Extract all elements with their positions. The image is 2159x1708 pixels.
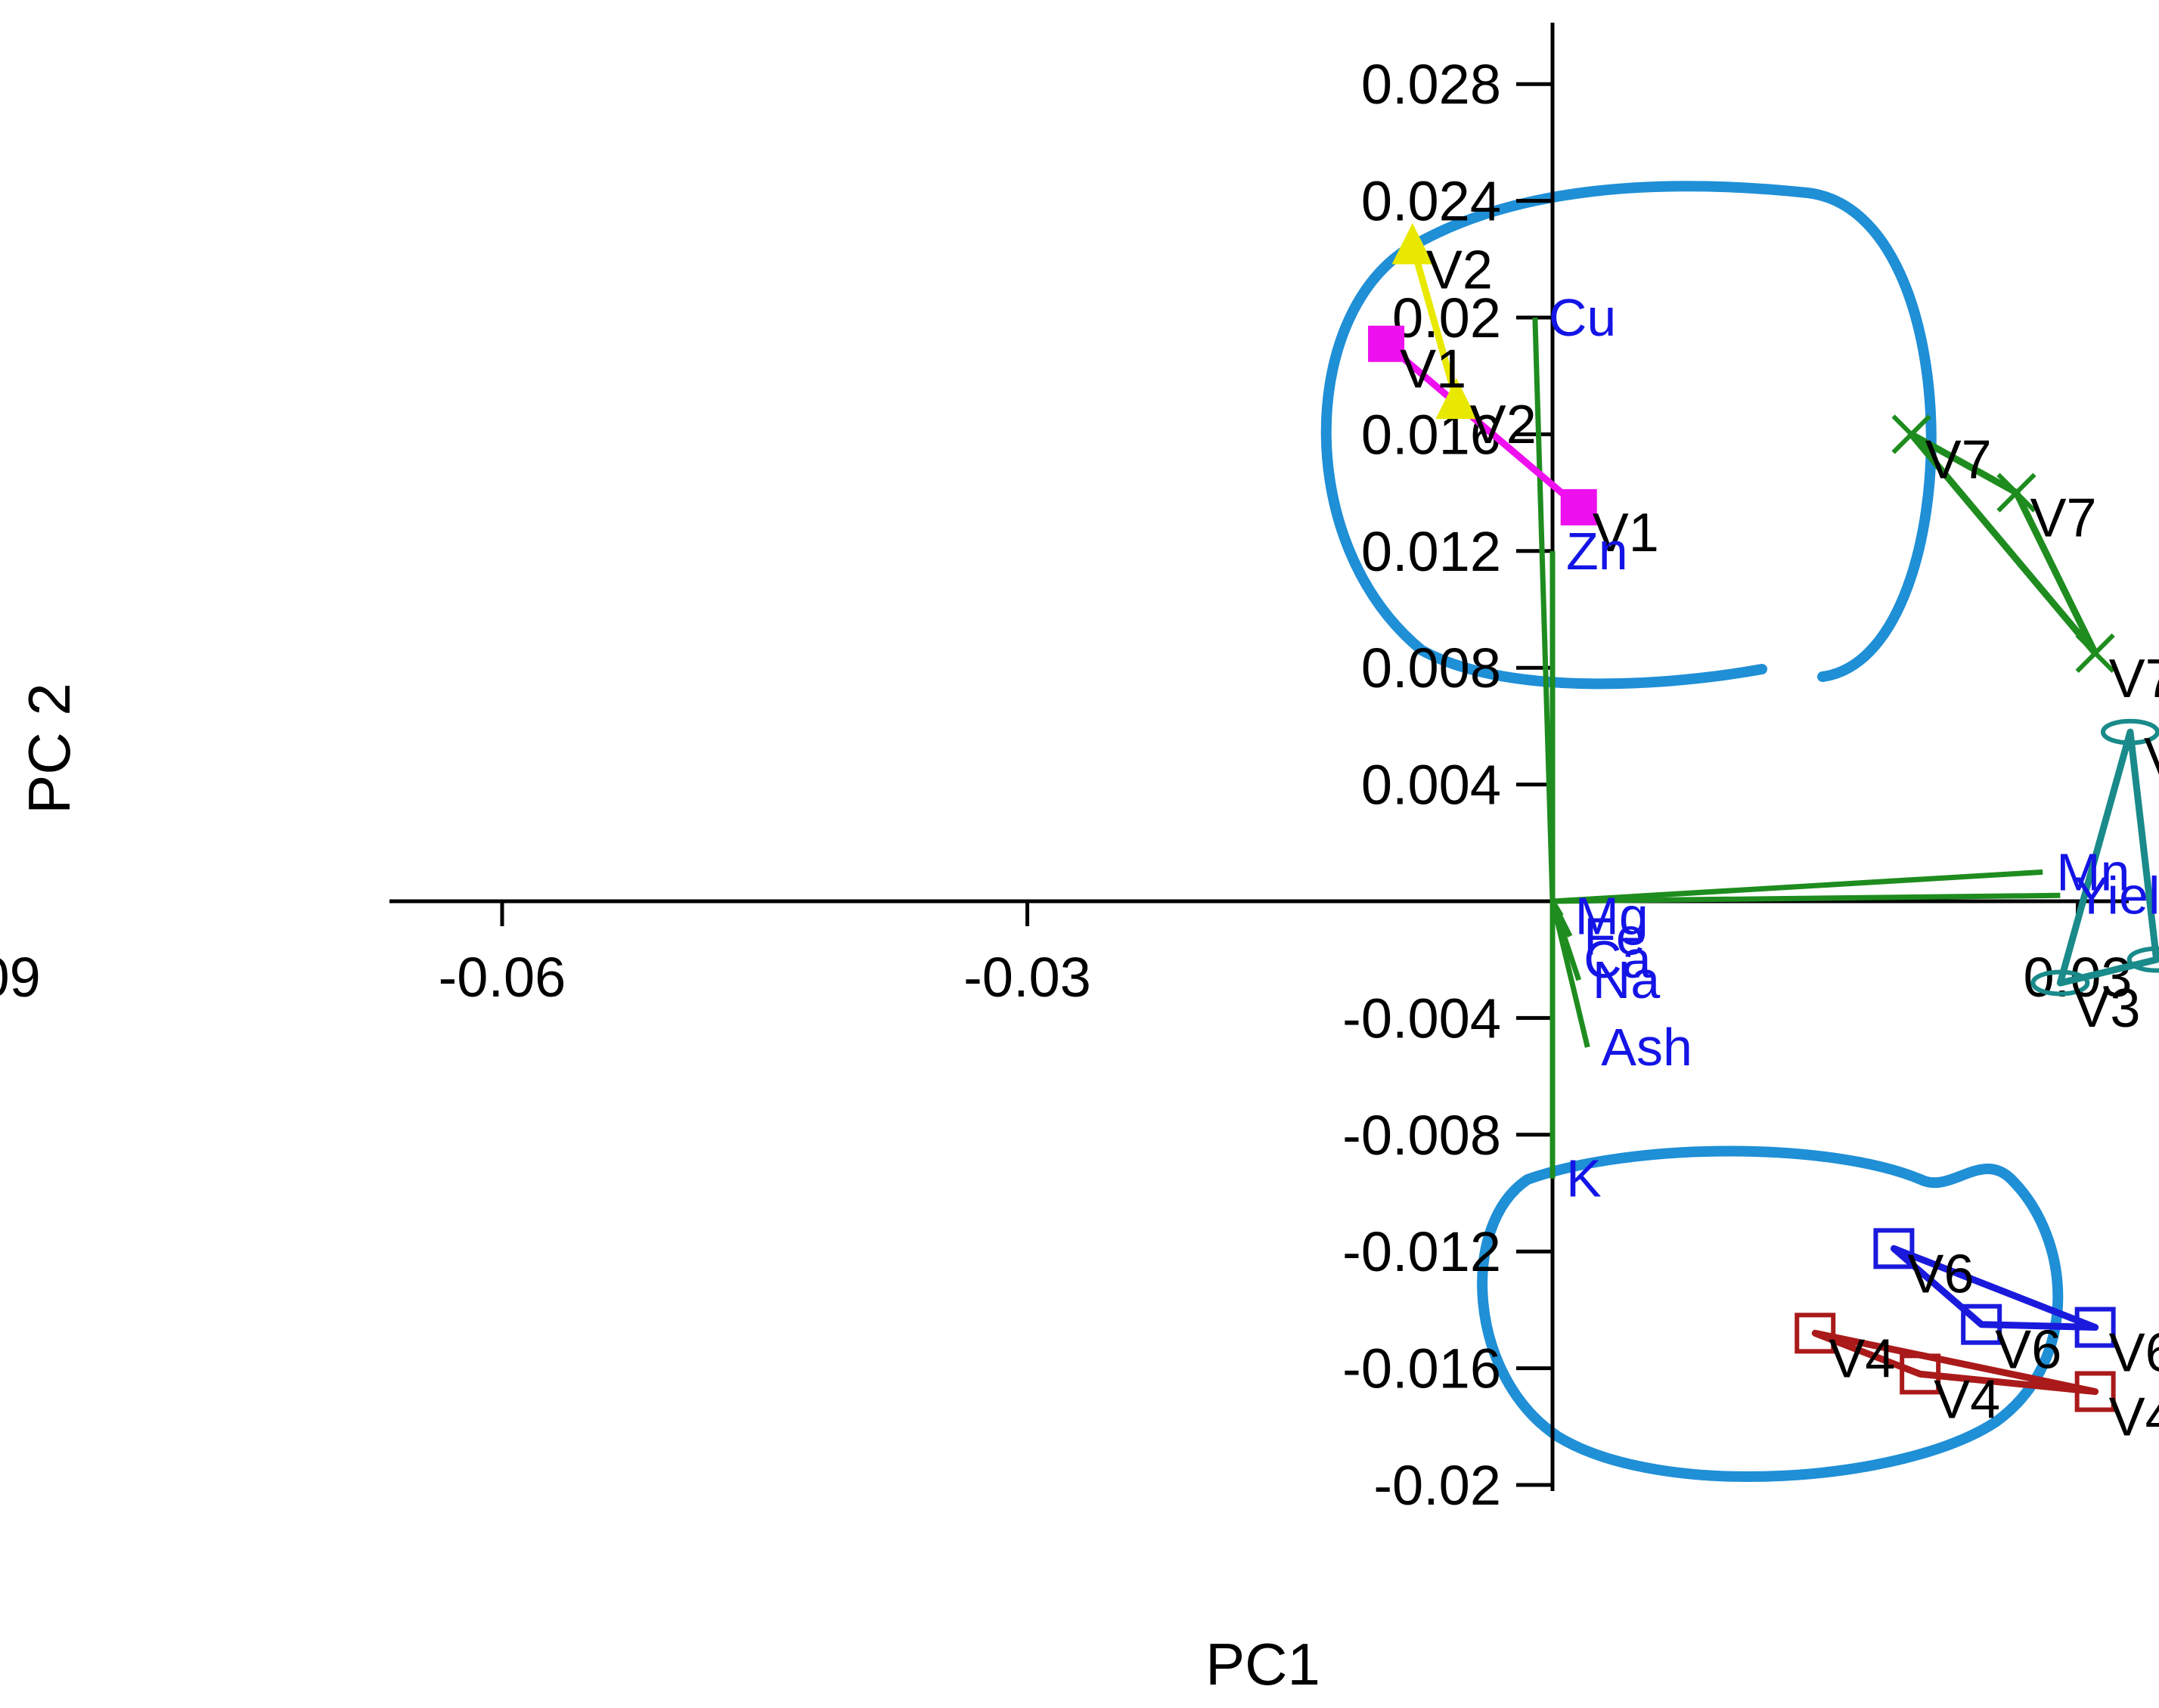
annotation-layer — [1320, 181, 2064, 1482]
y-tick-label: -0.016 — [1342, 1338, 1501, 1400]
variable-label-k: K — [1566, 1149, 1602, 1208]
x-axis-title: PC1 — [1205, 1631, 1320, 1697]
point-label-v6: V6 — [1995, 1320, 2061, 1381]
x-tick-label: -0.09 — [0, 946, 41, 1009]
marker-v4 — [1900, 1353, 1941, 1395]
marker-v7 — [1891, 414, 1931, 454]
y-tick-label: -0.02 — [1373, 1454, 1501, 1517]
y-tick-label: -0.004 — [1342, 987, 1501, 1049]
y-ticks-layer: 0.028 0.024 0.02 0.016 0.012 0.008 0.004 -0.004… — [1342, 53, 1553, 1517]
point-label-v7: V7 — [1925, 429, 1992, 490]
variable-label-cu: Cu — [1549, 288, 1616, 347]
y-axis-title: PC 2 — [16, 683, 82, 814]
loading-line-ash — [1549, 900, 1590, 1048]
marker-v3 — [2100, 718, 2159, 746]
y-tick-label: 0.028 — [1361, 53, 1501, 116]
point-label-v1: V1 — [1593, 503, 1659, 563]
variable-label-na: Na — [1593, 950, 1661, 1009]
annotation-circle-top — [1320, 181, 1937, 690]
axes-layer — [389, 23, 2129, 1491]
y-tick-label: -0.012 — [1342, 1220, 1501, 1283]
annotation-circle-bottom — [1477, 1145, 2064, 1482]
group-hull-v4 — [1811, 1329, 2099, 1395]
variable-loadings-layer — [1532, 317, 2061, 1179]
point-label-v6: V6 — [1907, 1244, 1974, 1304]
marker-v1 — [1560, 488, 1597, 525]
point-label-v2: V2 — [1470, 395, 1537, 455]
group-hull-v6 — [1890, 1245, 2099, 1331]
marker-v2 — [1391, 223, 1434, 265]
variable-label-ash: Ash — [1601, 1018, 1692, 1077]
x-tick-label: -0.03 — [963, 946, 1091, 1009]
y-tick-label: 0.008 — [1361, 637, 1501, 699]
y-tick-label: 0.016 — [1361, 403, 1501, 466]
point-labels-layer: MtMtMtV1V1V2V2V3V3V3V4V4V4V5V5V5V6V6V6V7… — [1400, 240, 2159, 1448]
marker-v6 — [2074, 1307, 2116, 1348]
point-label-v3: V3 — [2144, 727, 2159, 788]
markers-layer — [1368, 223, 2159, 1412]
group-hulls-layer — [1382, 241, 2159, 1395]
point-label-v7: V7 — [2109, 649, 2159, 709]
marker-v1 — [1368, 325, 1405, 362]
marker-v4 — [1795, 1313, 1836, 1354]
marker-v2 — [1435, 377, 1477, 420]
x-tick-label: -0.06 — [439, 946, 566, 1009]
marker-v4 — [2074, 1371, 2116, 1412]
point-label-v6: V6 — [2109, 1323, 2159, 1384]
point-label-v2: V2 — [1426, 240, 1493, 301]
point-label-v4: V4 — [2109, 1387, 2159, 1447]
marker-v7 — [1996, 473, 2036, 513]
variable-label-zn: Zn — [1566, 522, 1628, 581]
point-label-v7: V7 — [2030, 488, 2096, 549]
loading-line-yield — [1552, 892, 2061, 904]
marker-v7 — [2075, 633, 2115, 674]
x-ticks-layer: -0.18-0.15-0.12-0.09-0.06-0.030.030.060.… — [0, 901, 2133, 1009]
marker-v3 — [2030, 969, 2090, 997]
point-label-v4: V4 — [1934, 1369, 2000, 1430]
loading-line-mn — [1552, 869, 2043, 904]
variable-label-mg: Mg — [1575, 886, 1649, 945]
y-tick-label: 0.004 — [1361, 754, 1501, 817]
marker-v3 — [2126, 946, 2159, 973]
y-tick-label: 0.012 — [1361, 520, 1501, 583]
point-label-v1: V1 — [1400, 339, 1466, 400]
y-tick-label: 0.02 — [1392, 287, 1501, 349]
point-label-v3: V3 — [2074, 978, 2140, 1039]
variable-label-ca: Ca — [1584, 930, 1652, 989]
group-hull-v7 — [1908, 430, 2099, 657]
variable-label-mn: Mn — [2056, 842, 2130, 901]
marker-v6 — [1873, 1228, 1915, 1269]
point-label-v4: V4 — [1829, 1328, 1895, 1389]
marker-v6 — [1961, 1303, 2002, 1345]
y-tick-label: -0.008 — [1342, 1104, 1501, 1167]
loading-line-cu — [1532, 317, 1556, 902]
variable-label-yield: Yield — [2074, 866, 2159, 925]
variable-label-fe: Fe — [1584, 907, 1646, 966]
group-hull-v3 — [2056, 728, 2159, 987]
y-tick-label: 0.024 — [1361, 170, 1501, 233]
